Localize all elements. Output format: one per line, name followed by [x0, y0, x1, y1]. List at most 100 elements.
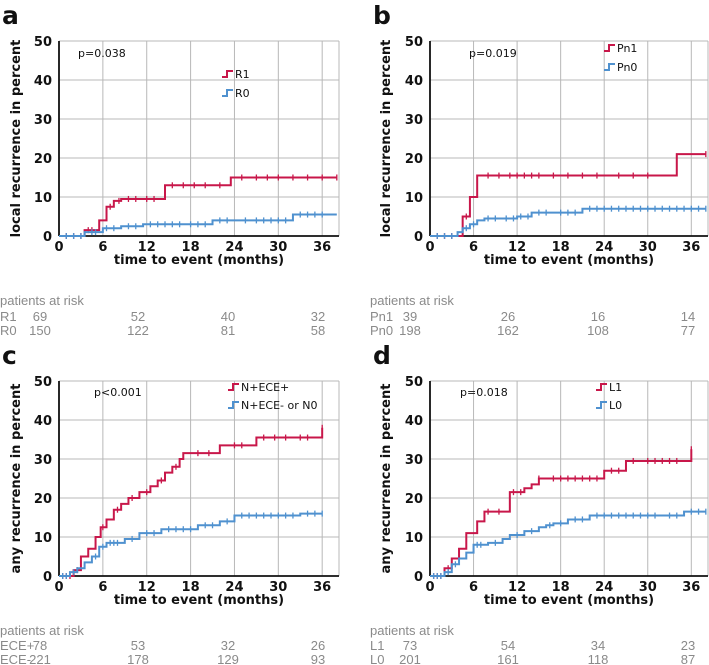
risk-value: 150	[29, 323, 51, 338]
risk-value: 26	[501, 309, 515, 324]
legend-label: L0	[609, 399, 622, 412]
y-tick-label: 20	[34, 152, 52, 167]
risk-value: 73	[403, 638, 417, 653]
legend-swatch	[596, 383, 607, 391]
risk-value: 77	[681, 323, 695, 338]
risk-value: 40	[221, 309, 235, 324]
risk-value: 78	[33, 638, 47, 653]
x-tick-label: 36	[313, 240, 331, 255]
risk-row-label: Pn0	[370, 323, 393, 338]
risk-value: 69	[33, 309, 47, 324]
legend-entry: Pn1	[604, 42, 637, 55]
x-tick-label: 24	[595, 240, 613, 255]
y-tick-label: 0	[414, 570, 423, 585]
x-tick-label: 12	[508, 580, 526, 595]
risk-table-title: patients at risk	[370, 293, 454, 308]
y-tick-label: 40	[405, 74, 423, 89]
x-tick-label: 12	[138, 240, 156, 255]
series-line-Pn1	[430, 153, 706, 237]
y-tick-label: 30	[405, 453, 423, 468]
legend-entry: N+ECE+	[228, 381, 289, 394]
risk-value: 129	[217, 652, 239, 665]
risk-value: 201	[399, 652, 421, 665]
panel-d: 0 6 12 18 24 30 36 0 10 20 30 40 50 d any recurrence i…	[370, 341, 709, 665]
risk-table-title: patients at risk	[0, 293, 84, 308]
x-tick-label: 30	[269, 580, 287, 595]
legend-swatch	[222, 70, 233, 78]
x-tick-label: 0	[425, 580, 434, 595]
y-tick-label: 20	[34, 492, 52, 507]
risk-table-title: patients at risk	[370, 623, 454, 638]
x-axis-label: time to event (months)	[484, 593, 654, 608]
legend-entry: N+ECE- or N0	[228, 399, 317, 412]
risk-value: 221	[29, 652, 51, 665]
y-tick-label: 50	[34, 375, 52, 390]
legend-entry: L1	[596, 381, 622, 394]
legend-entry: Pn0	[604, 61, 637, 74]
legend-label: Pn1	[617, 42, 637, 55]
p-value: p=0.038	[78, 47, 126, 60]
x-tick-label: 30	[639, 240, 657, 255]
series-line-Pn0	[430, 207, 706, 237]
risk-value: 34	[591, 638, 605, 653]
y-axis-label: any recurrence in percent	[379, 384, 394, 574]
x-tick-label: 12	[508, 240, 526, 255]
x-tick-label: 36	[313, 580, 331, 595]
series-line-R0	[59, 213, 337, 237]
risk-value: 32	[221, 638, 235, 653]
x-tick-label: 6	[469, 240, 478, 255]
x-axis-label: time to event (months)	[484, 253, 654, 268]
risk-value: 52	[131, 309, 145, 324]
x-tick-label: 12	[138, 580, 156, 595]
legend-label: N+ECE+	[241, 381, 289, 394]
x-tick-label: 6	[98, 240, 107, 255]
x-tick-label: 0	[54, 240, 63, 255]
y-tick-label: 40	[405, 414, 423, 429]
legend-label: L1	[609, 381, 622, 394]
risk-value: 87	[681, 652, 695, 665]
y-axis-label: local recurrence in percent	[9, 40, 24, 238]
y-tick-label: 50	[405, 375, 423, 390]
x-tick-label: 18	[182, 580, 200, 595]
y-tick-label: 10	[34, 531, 52, 546]
y-tick-label: 30	[405, 113, 423, 128]
panel-letter: b	[373, 1, 391, 30]
risk-value: 14	[681, 309, 695, 324]
legend-swatch	[596, 401, 607, 409]
risk-row-label: R1	[0, 309, 17, 324]
y-tick-label: 10	[405, 531, 423, 546]
x-tick-label: 24	[225, 580, 243, 595]
legend-swatch	[604, 44, 615, 52]
risk-value: 178	[127, 652, 149, 665]
x-axis-label: time to event (months)	[114, 593, 284, 608]
legend-label: N+ECE- or N0	[241, 399, 317, 412]
series-line-L1	[430, 449, 693, 577]
risk-value: 162	[497, 323, 519, 338]
risk-value: 53	[131, 638, 145, 653]
x-axis-label: time to event (months)	[114, 253, 284, 268]
legend-entry: R0	[222, 87, 250, 100]
panel-letter: c	[2, 341, 17, 370]
risk-value: 81	[221, 323, 235, 338]
legend-swatch	[228, 401, 239, 409]
panel-letter: d	[373, 341, 391, 370]
x-tick-label: 18	[552, 240, 570, 255]
series-line-N+ECE+	[59, 427, 324, 577]
risk-row-label: R0	[0, 323, 17, 338]
risk-value: 23	[681, 638, 695, 653]
risk-value: 54	[501, 638, 515, 653]
p-value: p=0.018	[460, 386, 508, 399]
risk-value: 198	[399, 323, 421, 338]
x-tick-label: 18	[552, 580, 570, 595]
y-tick-label: 0	[414, 230, 423, 245]
risk-table-title: patients at risk	[0, 623, 84, 638]
panel-b: 0 6 12 18 24 30 36 0 10 20 30 40 50 b local recurrence…	[370, 1, 709, 338]
panel-c: 0 6 12 18 24 30 36 0 10 20 30 40 50 c any recurrence i…	[0, 341, 340, 665]
risk-value: 58	[311, 323, 325, 338]
x-tick-label: 0	[54, 580, 63, 595]
